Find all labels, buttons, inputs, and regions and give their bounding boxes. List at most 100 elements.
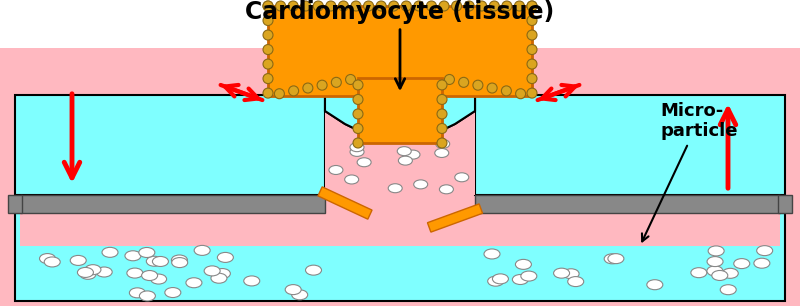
Ellipse shape — [398, 147, 411, 156]
Circle shape — [527, 16, 537, 25]
Bar — [427, 204, 482, 232]
Ellipse shape — [292, 290, 308, 300]
Ellipse shape — [454, 173, 469, 182]
Ellipse shape — [130, 288, 146, 298]
Ellipse shape — [150, 274, 166, 284]
Ellipse shape — [647, 280, 663, 290]
Ellipse shape — [146, 256, 162, 266]
Circle shape — [263, 1, 273, 11]
Circle shape — [437, 138, 447, 148]
Ellipse shape — [608, 254, 624, 264]
Ellipse shape — [80, 269, 96, 279]
Circle shape — [437, 80, 447, 90]
Ellipse shape — [754, 258, 770, 268]
Ellipse shape — [350, 147, 364, 156]
Circle shape — [445, 74, 454, 84]
Circle shape — [437, 109, 447, 119]
Ellipse shape — [493, 274, 509, 284]
Circle shape — [437, 95, 447, 104]
Ellipse shape — [172, 258, 188, 267]
Circle shape — [527, 73, 537, 84]
Bar — [318, 187, 372, 219]
Circle shape — [363, 1, 374, 11]
Ellipse shape — [434, 148, 449, 158]
Circle shape — [477, 1, 486, 11]
Bar — [15, 95, 325, 195]
Ellipse shape — [153, 256, 169, 267]
Text: Cardiomyocyte (tissue): Cardiomyocyte (tissue) — [246, 0, 554, 88]
Ellipse shape — [521, 271, 537, 281]
Ellipse shape — [244, 276, 260, 286]
Circle shape — [263, 1, 273, 11]
Ellipse shape — [127, 268, 143, 278]
Ellipse shape — [139, 291, 155, 301]
Circle shape — [263, 88, 273, 98]
Ellipse shape — [44, 257, 60, 267]
Circle shape — [326, 1, 336, 11]
Bar — [20, 211, 780, 246]
Ellipse shape — [306, 265, 322, 275]
Ellipse shape — [204, 266, 220, 276]
Circle shape — [353, 95, 363, 104]
Ellipse shape — [757, 246, 773, 256]
Polygon shape — [325, 95, 475, 141]
Ellipse shape — [194, 245, 210, 256]
Circle shape — [451, 1, 462, 11]
Ellipse shape — [96, 267, 112, 277]
Circle shape — [314, 1, 323, 11]
Ellipse shape — [70, 256, 86, 265]
Circle shape — [338, 1, 349, 11]
Circle shape — [263, 45, 273, 54]
Ellipse shape — [39, 254, 55, 263]
Circle shape — [275, 1, 286, 11]
Ellipse shape — [165, 288, 181, 297]
Circle shape — [458, 77, 469, 87]
Circle shape — [437, 124, 447, 133]
Circle shape — [487, 83, 497, 93]
Ellipse shape — [734, 259, 750, 269]
Bar — [475, 95, 785, 195]
Ellipse shape — [139, 248, 155, 257]
Ellipse shape — [554, 268, 570, 278]
Ellipse shape — [604, 254, 620, 264]
Ellipse shape — [484, 249, 500, 259]
Ellipse shape — [406, 150, 420, 159]
Circle shape — [473, 80, 483, 90]
Circle shape — [263, 73, 273, 84]
Ellipse shape — [436, 140, 450, 148]
Ellipse shape — [285, 285, 301, 295]
Circle shape — [263, 59, 273, 69]
Polygon shape — [325, 95, 475, 195]
Ellipse shape — [345, 175, 358, 184]
Circle shape — [289, 86, 298, 96]
Ellipse shape — [712, 271, 728, 281]
Ellipse shape — [720, 285, 736, 295]
Bar — [20, 195, 325, 213]
Circle shape — [353, 80, 363, 90]
Ellipse shape — [488, 276, 504, 286]
Circle shape — [426, 1, 437, 11]
Ellipse shape — [439, 185, 454, 194]
Ellipse shape — [722, 268, 738, 278]
Circle shape — [464, 1, 474, 11]
Bar — [358, 78, 442, 143]
Ellipse shape — [691, 268, 707, 278]
Circle shape — [301, 1, 310, 11]
Circle shape — [414, 1, 424, 11]
Bar — [15, 213, 785, 301]
Circle shape — [389, 1, 398, 11]
Ellipse shape — [414, 180, 428, 189]
Ellipse shape — [186, 278, 202, 288]
Ellipse shape — [350, 143, 364, 152]
Circle shape — [527, 88, 537, 98]
Circle shape — [351, 1, 361, 11]
Ellipse shape — [78, 267, 94, 278]
Circle shape — [353, 109, 363, 119]
Circle shape — [288, 1, 298, 11]
Circle shape — [490, 1, 499, 11]
Ellipse shape — [171, 255, 187, 265]
Ellipse shape — [218, 252, 234, 263]
Circle shape — [402, 1, 411, 11]
Circle shape — [263, 16, 273, 25]
Bar — [778, 195, 792, 213]
